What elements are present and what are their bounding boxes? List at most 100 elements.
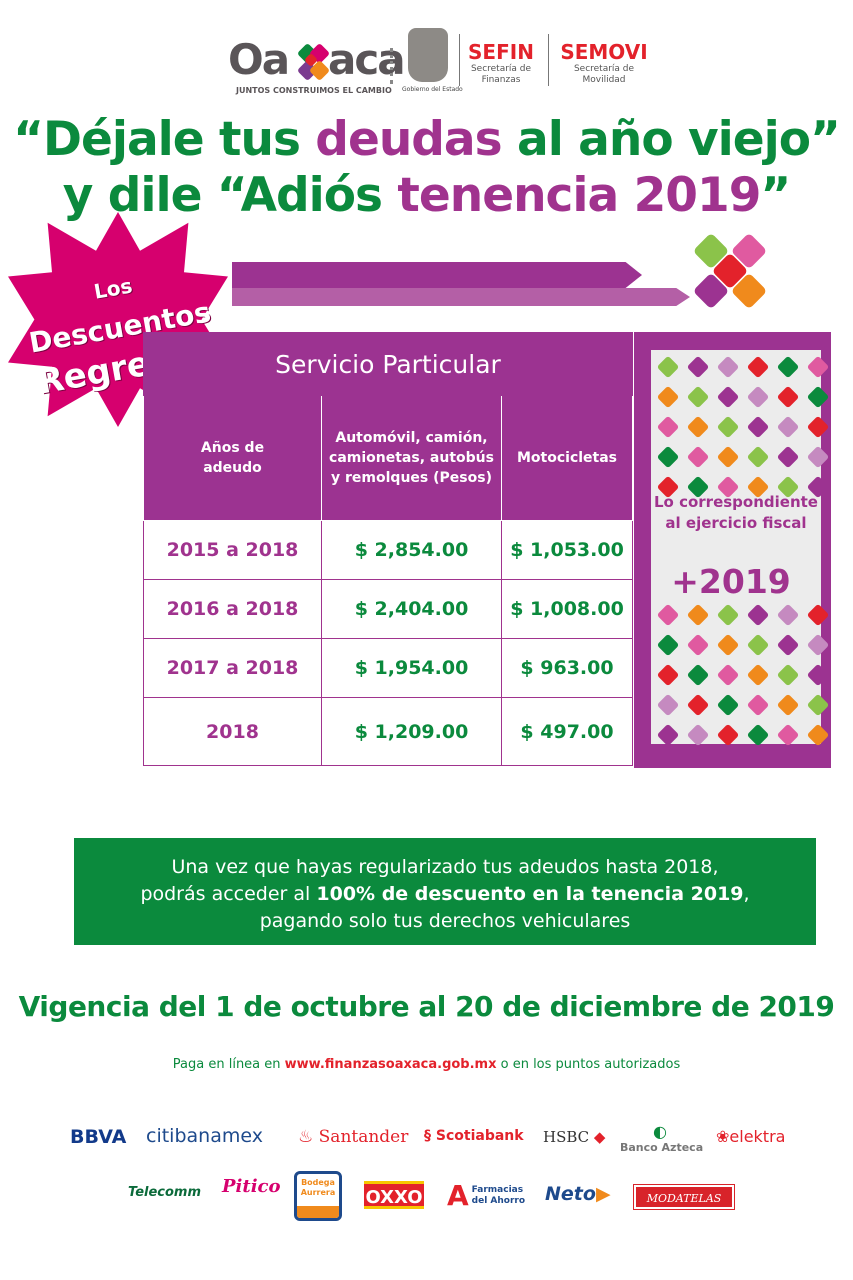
semovi-title: SEMOVI: [560, 40, 648, 64]
partner-logo: MODATELAS: [633, 1184, 735, 1210]
decor-arrow: [232, 262, 642, 288]
fiscal-text: Lo correspondiente al ejercicio fiscal: [654, 493, 818, 532]
tile-icon: [656, 663, 680, 687]
tile-icon: [716, 723, 740, 747]
tile-icon: [656, 723, 680, 747]
tile-icon: [656, 355, 680, 379]
divider: [459, 34, 460, 86]
tile-icon: [746, 663, 770, 687]
partner-logo: Telecomm: [128, 1185, 202, 1200]
table-title: Servicio Particular: [143, 332, 633, 396]
sefin-sub: Finanzas: [481, 75, 521, 85]
tile-icon: [656, 633, 680, 657]
tile-icon: [716, 663, 740, 687]
discount-table: Servicio Particular Años de adeudo Autom…: [143, 332, 633, 766]
partner-logo: citibanamex: [146, 1125, 263, 1147]
tile-icon: [716, 603, 740, 627]
semovi-logo: SEMOVI Secretaría de Movilidad: [556, 40, 652, 86]
partner-logo: A Farmacias del Ahorro: [447, 1179, 526, 1212]
tile-icon: [776, 603, 800, 627]
tile-icon: [686, 415, 710, 439]
semovi-sub: Movilidad: [582, 75, 626, 85]
partner-logo: Pitico: [222, 1176, 281, 1197]
tile-icon: [656, 603, 680, 627]
tile-icon: [656, 385, 680, 409]
tile-icon: [716, 693, 740, 717]
partner-logo: Neto▶: [545, 1183, 611, 1205]
column-header: Motocicletas: [501, 395, 633, 521]
semovi-sub: Secretaría de: [573, 64, 635, 74]
partner-logo: ◐ Banco Azteca: [620, 1122, 704, 1154]
tile-icon: [686, 385, 710, 409]
tile-icon: [716, 355, 740, 379]
headline-line-2: y dile “Adiós tenencia 2019”: [62, 168, 792, 223]
tile-icon: [776, 663, 800, 687]
table-row: 2017 a 2018 $ 1,954.00 $ 963.00: [143, 638, 633, 698]
sefin-logo: SEFIN Secretaría de Finanzas: [466, 40, 536, 86]
tile-icon: [746, 385, 770, 409]
tile-icon: [686, 693, 710, 717]
partner-logo: § Scotiabank: [424, 1128, 524, 1144]
table-row: 2018 $ 1,209.00 $ 497.00: [143, 697, 633, 766]
website-link[interactable]: www.finanzasoaxaca.gob.mx: [284, 1057, 497, 1072]
sefin-sub: Secretaría de: [470, 64, 532, 74]
tile-icon: [716, 445, 740, 469]
validity-dates: Vigencia del 1 de octubre al 20 de dicie…: [18, 990, 835, 1023]
headline-line-1: “Déjale tus deudas al año viejo”: [13, 112, 841, 167]
state-seal-icon: [408, 28, 448, 82]
tile-icon: [716, 415, 740, 439]
partner-logo: BBVA: [70, 1126, 127, 1148]
tile-icon: [686, 723, 710, 747]
bodega-aurrera-label: Bodega Aurrera: [300, 1178, 336, 1197]
partner-logo: OXXO: [364, 1181, 424, 1209]
partner-logo: Bodega Aurrera: [294, 1171, 342, 1221]
oaxaca-logo: Oa aca: [228, 35, 406, 84]
tile-icon: [776, 445, 800, 469]
divider: [390, 48, 393, 84]
tile-icon: [686, 355, 710, 379]
notice-line: podrás acceder al 100% de descuento en l…: [140, 883, 750, 905]
tile-icon: [656, 415, 680, 439]
partner-logo: ♨ Santander: [298, 1127, 409, 1147]
tile-icon: [776, 385, 800, 409]
tile-icon: [746, 723, 770, 747]
tile-icon: [656, 445, 680, 469]
sefin-title: SEFIN: [468, 40, 534, 64]
tile-icon: [686, 603, 710, 627]
divider: [548, 34, 549, 86]
partner-logo: ❀elektra: [716, 1127, 786, 1146]
decor-arrow: [232, 288, 690, 306]
tile-icon: [746, 603, 770, 627]
tile-icon: [746, 693, 770, 717]
tile-icon: [746, 445, 770, 469]
fiscal-year: +2019: [671, 562, 791, 601]
tile-icon: [716, 385, 740, 409]
tile-pattern: [655, 354, 830, 500]
notice-box: Una vez que hayas regularizado tus adeud…: [74, 838, 816, 945]
notice-line: pagando solo tus derechos vehiculares: [259, 910, 631, 932]
tile-icon: [776, 723, 800, 747]
tile-icon: [656, 693, 680, 717]
notice-line: Una vez que hayas regularizado tus adeud…: [171, 856, 719, 878]
tile-pattern: [655, 602, 830, 748]
fiscal-panel-inner: [651, 350, 830, 747]
tile-icon: [686, 663, 710, 687]
tiles-icon: [288, 42, 331, 81]
pay-online: Paga en línea en www.finanzasoaxaca.gob.…: [172, 1057, 681, 1072]
tile-icon: [746, 355, 770, 379]
tile-icon: [776, 415, 800, 439]
partner-logo: HSBC ◆: [543, 1128, 606, 1146]
tile-icon: [746, 633, 770, 657]
table-row: 2016 a 2018 $ 2,404.00 $ 1,008.00: [143, 579, 633, 639]
table-row: 2015 a 2018 $ 2,854.00 $ 1,053.00: [143, 520, 633, 580]
tile-icon: [776, 633, 800, 657]
tile-icon: [776, 693, 800, 717]
tile-icon: [686, 445, 710, 469]
tile-icon: [716, 633, 740, 657]
gobierno-label: Gobierno del Estado: [402, 86, 463, 93]
column-header: Automóvil, camión, camionetas, autobús y…: [321, 395, 502, 521]
oaxaca-slogan: JUNTOS CONSTRUIMOS EL CAMBIO: [236, 86, 392, 95]
tile-icon: [746, 415, 770, 439]
tiles-icon: [690, 232, 770, 310]
column-header: Años de adeudo: [143, 395, 322, 521]
